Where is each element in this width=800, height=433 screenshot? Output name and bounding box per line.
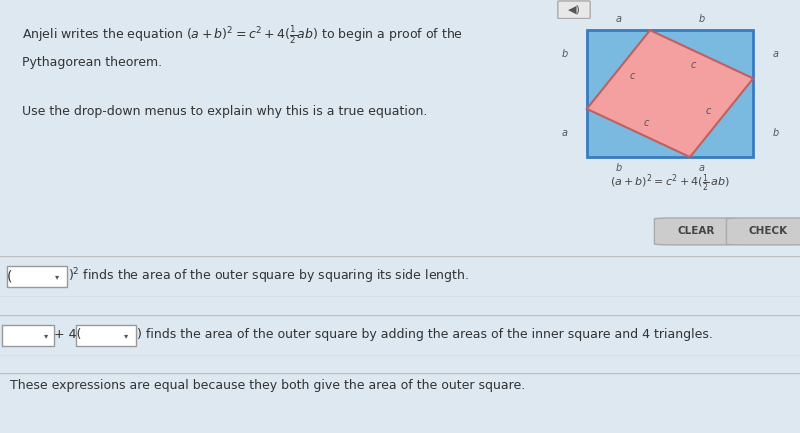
FancyBboxPatch shape [76,325,136,346]
FancyBboxPatch shape [654,218,738,245]
Text: (: ( [6,269,12,283]
Text: ◀): ◀) [567,5,581,15]
Text: ▾: ▾ [54,272,59,281]
Text: b: b [615,163,622,173]
Text: Pythagorean theorem.: Pythagorean theorem. [22,56,162,69]
FancyBboxPatch shape [726,218,800,245]
Text: ▾: ▾ [123,331,128,340]
Polygon shape [586,30,754,157]
Text: Anjeli writes the equation $(a + b)^2 = c^2 + 4(\frac{1}{2}ab)$ to begin a proof: Anjeli writes the equation $(a + b)^2 = … [22,24,462,46]
Text: b: b [562,49,568,59]
FancyBboxPatch shape [7,266,67,288]
FancyBboxPatch shape [2,325,54,346]
FancyBboxPatch shape [558,1,590,19]
Text: CLEAR: CLEAR [678,226,715,236]
Text: c: c [644,118,650,128]
Text: + 4(: + 4( [54,328,82,341]
Text: c: c [690,60,696,70]
Text: a: a [698,163,705,173]
Text: b: b [772,128,778,138]
Text: a: a [562,128,568,138]
Text: Use the drop-down menus to explain why this is a true equation.: Use the drop-down menus to explain why t… [22,105,427,118]
Text: ) finds the area of the outer square by adding the areas of the inner square and: ) finds the area of the outer square by … [137,328,713,341]
Text: $(a + b)^2 = c^2 + 4(\frac{1}{2}\,ab)$: $(a + b)^2 = c^2 + 4(\frac{1}{2}\,ab)$ [610,172,730,194]
Text: CHECK: CHECK [749,226,788,236]
Text: c: c [629,71,634,81]
Text: )$^2$ finds the area of the outer square by squaring its side length.: )$^2$ finds the area of the outer square… [68,266,469,286]
Text: a: a [615,14,622,24]
Text: b: b [698,14,705,24]
Bar [586,30,753,157]
Text: These expressions are equal because they both give the area of the outer square.: These expressions are equal because they… [10,379,525,392]
Text: a: a [772,49,778,59]
Text: c: c [706,107,711,116]
Text: ▾: ▾ [43,331,48,340]
